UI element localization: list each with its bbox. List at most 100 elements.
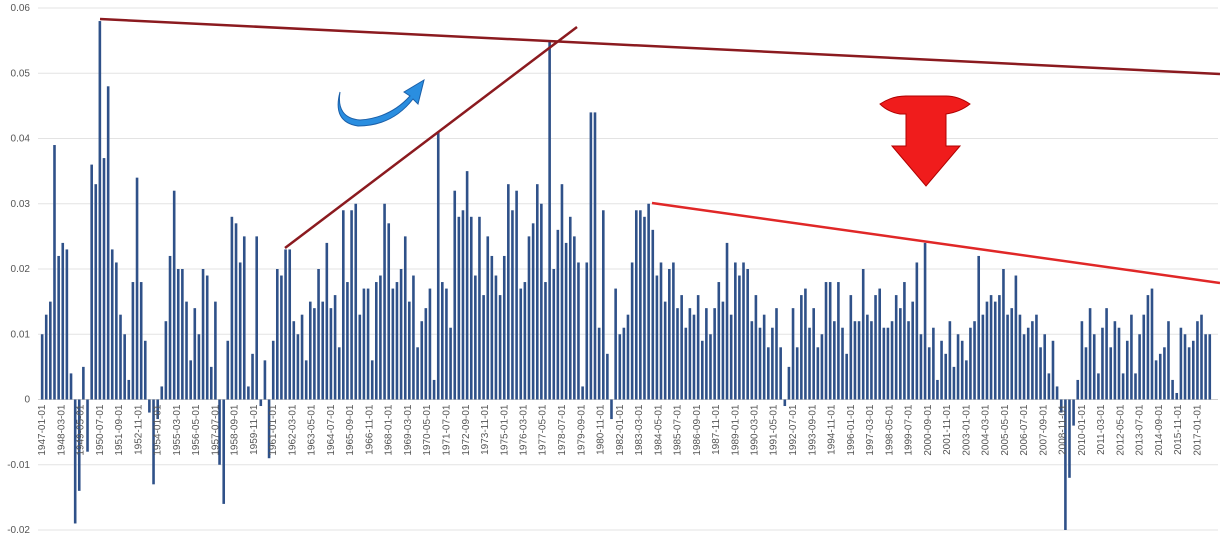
bar — [1196, 321, 1199, 399]
bar — [276, 269, 279, 400]
x-tick-label: 1968-01-01 — [384, 404, 395, 456]
x-tick-label: 1963-05-01 — [307, 404, 318, 456]
bar — [359, 315, 362, 400]
bar — [1015, 276, 1018, 400]
bar — [569, 217, 572, 400]
bar — [45, 315, 48, 400]
bar — [61, 243, 64, 400]
x-tick-label: 1962-03-01 — [287, 404, 298, 456]
bar — [899, 308, 902, 399]
bar — [759, 328, 762, 400]
bar — [206, 276, 209, 400]
bar — [482, 295, 485, 399]
bar — [924, 243, 927, 400]
bar — [1105, 308, 1108, 399]
bar — [796, 347, 799, 399]
bar — [709, 334, 712, 399]
bar — [883, 328, 886, 400]
bar — [1159, 354, 1162, 400]
bar — [470, 217, 473, 400]
bar — [1093, 334, 1096, 399]
x-tick-label: 1991-05-01 — [769, 404, 780, 456]
x-tick-label: 2017-01-01 — [1192, 404, 1203, 456]
x-tick-label: 2003-01-01 — [961, 404, 972, 456]
bar — [701, 341, 704, 400]
x-tick-label: 1978-07-01 — [557, 404, 568, 456]
bar — [284, 249, 287, 399]
bar — [1085, 347, 1088, 399]
y-tick-label: -0.01 — [7, 460, 30, 471]
bar — [210, 367, 213, 400]
bar — [936, 380, 939, 400]
bar — [825, 282, 828, 399]
bar — [730, 315, 733, 400]
bar — [845, 354, 848, 400]
bar — [462, 210, 465, 399]
bar — [1081, 321, 1084, 399]
bar — [235, 223, 238, 399]
bar — [610, 400, 613, 420]
x-tick-label: 2001-11-01 — [942, 404, 953, 455]
bar — [1056, 386, 1059, 399]
bar — [1035, 315, 1038, 400]
bar — [66, 249, 69, 399]
bar — [779, 347, 782, 399]
bar — [672, 262, 675, 399]
bar — [354, 204, 357, 400]
bar — [812, 308, 815, 399]
bar — [850, 295, 853, 399]
page: {"chart_data": {"type": "bar", "color": … — [0, 0, 1220, 541]
x-tick-label: 2012-05-01 — [1115, 404, 1126, 456]
bar — [887, 328, 890, 400]
bar — [1048, 373, 1051, 399]
bar — [321, 302, 324, 400]
bar — [458, 217, 461, 400]
bar — [165, 321, 168, 399]
bar — [808, 328, 811, 400]
x-tick-label: 1951-09-01 — [114, 404, 125, 456]
bar — [878, 289, 881, 400]
bar — [680, 295, 683, 399]
x-tick-label: 2006-07-01 — [1019, 404, 1030, 456]
bar — [202, 269, 205, 400]
bar — [1043, 334, 1046, 399]
bar — [1147, 295, 1150, 399]
bar — [651, 230, 654, 400]
bar — [491, 256, 494, 400]
bar — [874, 295, 877, 399]
x-tick-label: 1956-05-01 — [191, 404, 202, 456]
bar — [231, 217, 234, 400]
bar — [742, 262, 745, 399]
bar — [305, 360, 308, 399]
y-tick-label: 0 — [24, 395, 30, 406]
bar — [144, 341, 147, 400]
bar — [499, 295, 502, 399]
bar — [862, 269, 865, 400]
bar — [1010, 308, 1013, 399]
x-tick-label: 1990-03-01 — [749, 404, 760, 456]
x-tick-label: 1959-11-01 — [249, 404, 260, 455]
bar — [1052, 341, 1055, 400]
x-tick-label: 1992-07-01 — [788, 404, 799, 456]
bar — [103, 158, 106, 399]
bar — [532, 223, 535, 399]
bar — [41, 334, 44, 399]
bar — [590, 112, 593, 399]
bar — [746, 269, 749, 400]
bar — [115, 262, 118, 399]
bar — [623, 328, 626, 400]
x-tick-label: 2005-05-01 — [1000, 404, 1011, 456]
bar — [565, 243, 568, 400]
x-tick-label: 1986-09-01 — [692, 404, 703, 456]
bar — [598, 328, 601, 400]
bar — [280, 276, 283, 400]
x-tick-label: 1952-11-01 — [133, 404, 144, 455]
bar — [788, 367, 791, 400]
bar — [581, 386, 584, 399]
bar — [858, 321, 861, 399]
x-tick-label: 2015-11-01 — [1173, 404, 1184, 455]
x-tick-label: 2000-09-01 — [923, 404, 934, 456]
bar — [614, 289, 617, 400]
bar — [639, 210, 642, 399]
bar — [833, 321, 836, 399]
